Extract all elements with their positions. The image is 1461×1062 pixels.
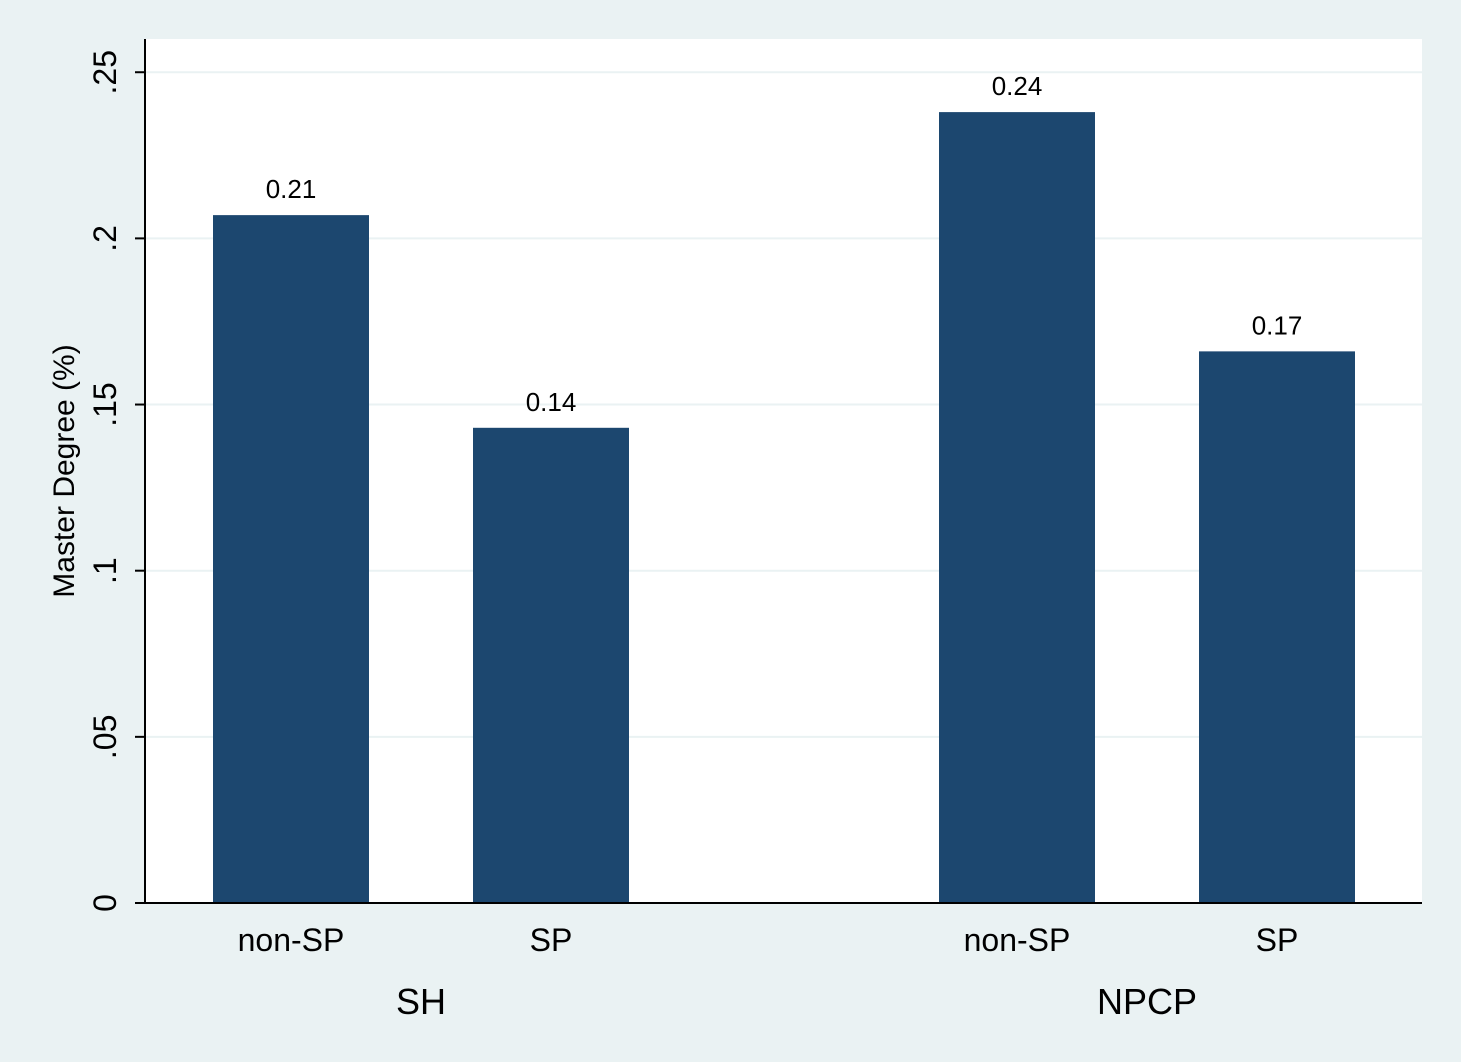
group-label: SH: [396, 981, 446, 1022]
category-label: SP: [1256, 922, 1299, 958]
category-label: non-SP: [964, 922, 1071, 958]
group-label: NPCP: [1097, 981, 1197, 1022]
bar: [939, 112, 1095, 904]
bar-value-label: 0.17: [1252, 310, 1303, 340]
y-tick-label: .05: [87, 715, 123, 759]
axes: [144, 39, 1422, 904]
bar-labels: 0.21 non-SP 0.14 SP SH 0.24 non-SP 0.17 SP NPCP: [238, 71, 1303, 1022]
bar: [473, 427, 629, 903]
bars: [213, 112, 1355, 904]
y-tick-label: .2: [87, 225, 123, 252]
y-axis-title: Master Degree (%): [48, 344, 81, 597]
y-ticks: 0 .05 .1 .15 .2 .25: [87, 50, 145, 912]
bar: [213, 215, 369, 904]
bar-value-label: 0.21: [266, 174, 317, 204]
y-tick-label: .15: [87, 382, 123, 426]
y-tick-label: .25: [87, 50, 123, 94]
bar: [1199, 351, 1355, 903]
bar-value-label: 0.14: [526, 387, 577, 417]
bar-value-label: 0.24: [992, 71, 1043, 101]
y-tick-label: .1: [87, 557, 123, 584]
category-label: SP: [530, 922, 573, 958]
category-label: non-SP: [238, 922, 345, 958]
y-tick-label: 0: [87, 894, 123, 912]
